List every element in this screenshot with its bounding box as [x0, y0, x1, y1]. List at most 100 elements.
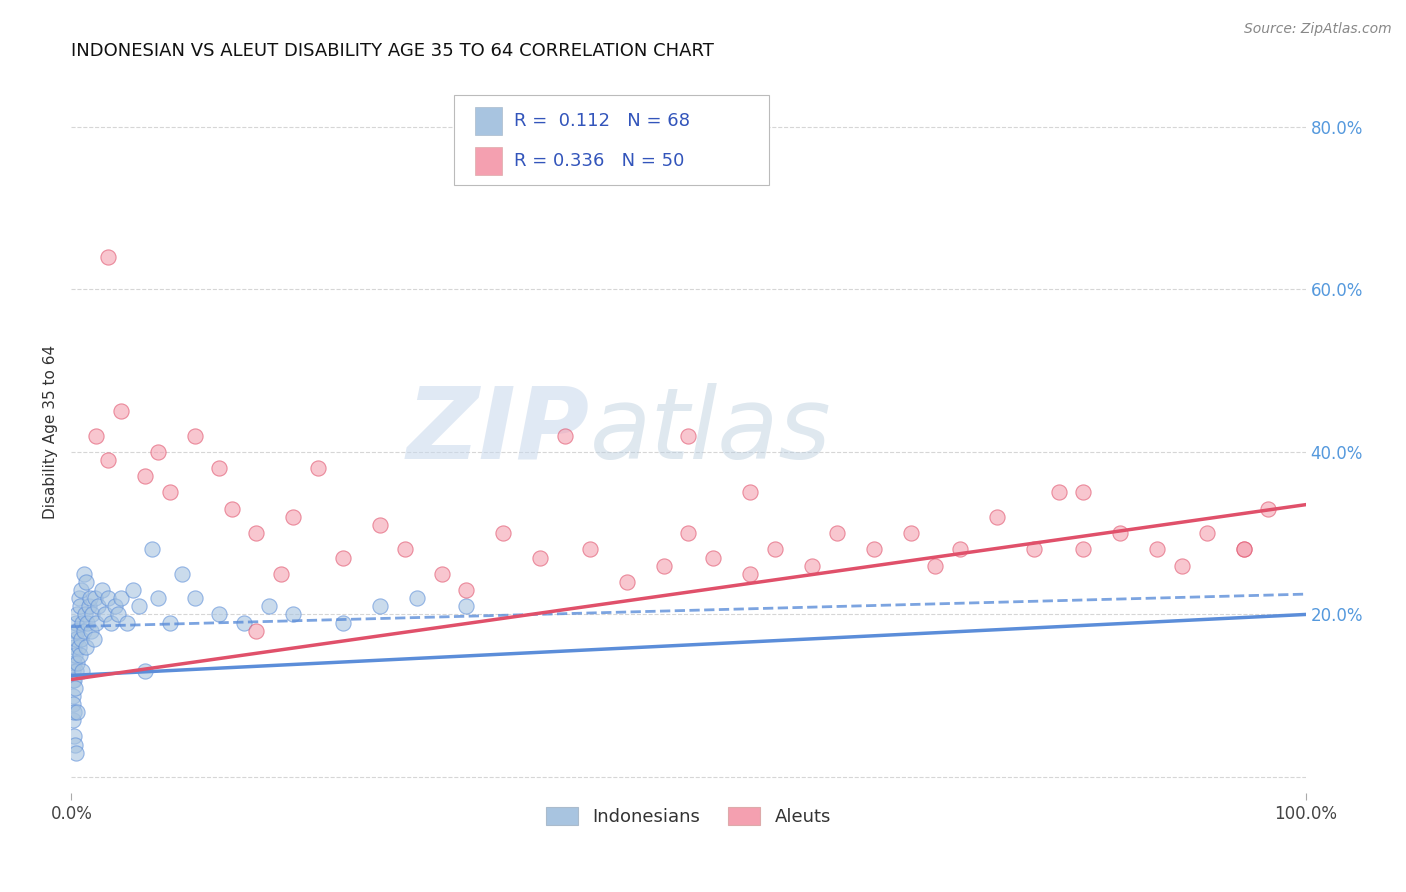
Point	[70, 583, 93, 598]
Point	[368, 599, 391, 614]
Point	[221, 501, 243, 516]
Point	[62, 640, 84, 654]
Point	[72, 665, 94, 679]
Point	[72, 624, 94, 638]
Point	[115, 615, 138, 630]
Point	[79, 591, 101, 606]
Point	[1171, 558, 1194, 573]
Point	[66, 657, 89, 671]
Point	[73, 607, 96, 622]
Point	[1047, 485, 1070, 500]
Point	[62, 673, 84, 687]
Point	[65, 746, 87, 760]
Point	[456, 583, 478, 598]
Point	[740, 566, 762, 581]
Point	[63, 681, 86, 695]
Point	[87, 599, 110, 614]
Point	[208, 607, 231, 622]
Point	[103, 599, 125, 614]
Point	[368, 518, 391, 533]
Point	[63, 738, 86, 752]
Point	[270, 566, 292, 581]
Point	[184, 428, 207, 442]
Point	[208, 461, 231, 475]
Point	[77, 599, 100, 614]
Point	[616, 574, 638, 589]
Y-axis label: Disability Age 35 to 64: Disability Age 35 to 64	[44, 344, 58, 518]
Point	[1073, 542, 1095, 557]
Point	[172, 566, 194, 581]
Point	[825, 526, 848, 541]
Point	[900, 526, 922, 541]
Point	[128, 599, 150, 614]
Point	[63, 648, 86, 662]
Point	[554, 428, 576, 442]
Point	[110, 591, 132, 606]
Point	[184, 591, 207, 606]
Point	[84, 615, 107, 630]
Point	[924, 558, 946, 573]
Point	[245, 624, 267, 638]
Point	[75, 574, 97, 589]
Point	[97, 591, 120, 606]
Point	[394, 542, 416, 557]
Point	[986, 509, 1008, 524]
Point	[66, 705, 89, 719]
Point	[307, 461, 329, 475]
Point	[62, 705, 84, 719]
Point	[107, 607, 129, 622]
FancyBboxPatch shape	[454, 95, 769, 186]
Text: atlas: atlas	[589, 383, 831, 480]
Point	[80, 624, 103, 638]
Point	[1257, 501, 1279, 516]
Point	[69, 648, 91, 662]
Point	[110, 404, 132, 418]
Point	[82, 607, 104, 622]
Point	[93, 607, 115, 622]
Point	[430, 566, 453, 581]
Point	[332, 550, 354, 565]
Point	[1022, 542, 1045, 557]
Point	[97, 250, 120, 264]
Text: INDONESIAN VS ALEUT DISABILITY AGE 35 TO 64 CORRELATION CHART: INDONESIAN VS ALEUT DISABILITY AGE 35 TO…	[72, 42, 714, 60]
Point	[456, 599, 478, 614]
Point	[100, 615, 122, 630]
Point	[65, 665, 87, 679]
Point	[406, 591, 429, 606]
Point	[62, 673, 84, 687]
Point	[1073, 485, 1095, 500]
Point	[492, 526, 515, 541]
Point	[529, 550, 551, 565]
Point	[146, 591, 169, 606]
Point	[1233, 542, 1256, 557]
Point	[134, 469, 156, 483]
Text: ZIP: ZIP	[406, 383, 589, 480]
Point	[949, 542, 972, 557]
Point	[332, 615, 354, 630]
Point	[578, 542, 600, 557]
Point	[233, 615, 256, 630]
Point	[283, 607, 305, 622]
Point	[257, 599, 280, 614]
Point	[862, 542, 884, 557]
Point	[62, 657, 84, 671]
FancyBboxPatch shape	[475, 147, 502, 175]
Point	[83, 632, 105, 646]
Point	[72, 566, 94, 581]
Point	[1109, 526, 1132, 541]
Point	[740, 485, 762, 500]
Point	[800, 558, 823, 573]
Point	[72, 615, 94, 630]
Point	[702, 550, 724, 565]
Point	[66, 607, 89, 622]
Point	[67, 640, 90, 654]
Text: R = 0.336   N = 50: R = 0.336 N = 50	[515, 152, 685, 169]
Point	[62, 730, 84, 744]
Text: Source: ZipAtlas.com: Source: ZipAtlas.com	[1244, 22, 1392, 37]
Point	[69, 599, 91, 614]
Point	[245, 526, 267, 541]
FancyBboxPatch shape	[475, 107, 502, 135]
Point	[65, 615, 87, 630]
Point	[122, 583, 145, 598]
Point	[1233, 542, 1256, 557]
